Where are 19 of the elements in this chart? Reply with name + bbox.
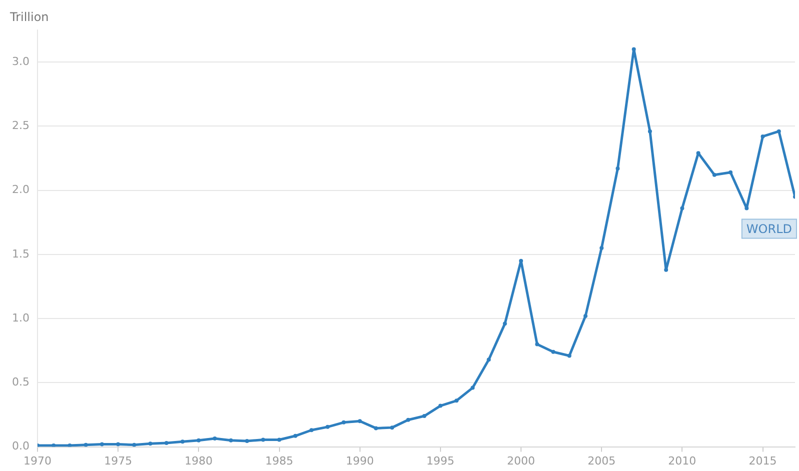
x-tick-label: 2005 — [588, 454, 616, 468]
x-tick-label: 1995 — [426, 454, 454, 468]
x-tick-label: 1975 — [104, 454, 132, 468]
y-tick-label: 1.5 — [12, 247, 30, 260]
x-tick-label: 2000 — [507, 454, 536, 468]
x-tick-label: 1990 — [346, 454, 374, 468]
x-tick-label: 1985 — [265, 454, 294, 468]
x-tick-label: 2010 — [668, 454, 696, 468]
x-tick-label: 2015 — [748, 454, 777, 468]
y-tick-label: 0.0 — [12, 440, 30, 453]
y-tick-label: 0.5 — [12, 376, 30, 389]
y-tick-label: 2.0 — [12, 183, 30, 196]
x-tick-label: 1980 — [184, 454, 213, 468]
x-tick-label: 1970 — [23, 454, 52, 468]
y-tick-label: 2.5 — [12, 119, 30, 132]
annotation: WORLD — [746, 222, 792, 236]
y-tick-label: 1.0 — [12, 311, 30, 324]
y-tick-label: 3.0 — [12, 54, 30, 68]
y-axis-title: Trillion — [9, 10, 49, 24]
